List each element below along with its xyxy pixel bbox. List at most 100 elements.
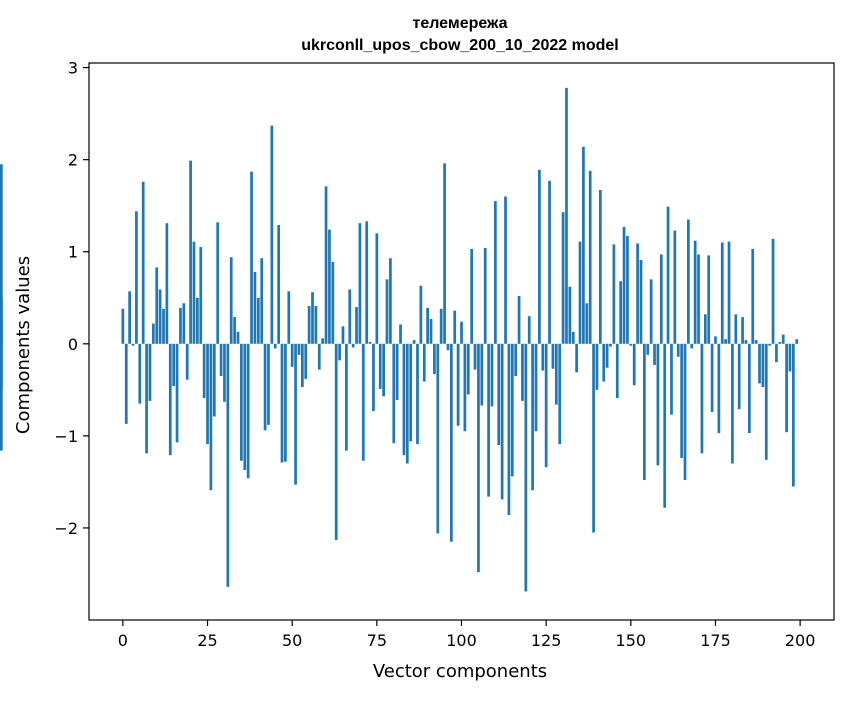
bar xyxy=(151,323,155,344)
bar xyxy=(155,267,159,344)
bar xyxy=(341,326,345,344)
bar xyxy=(138,343,142,404)
bar xyxy=(412,340,416,344)
bar xyxy=(158,289,162,344)
bar xyxy=(294,343,297,485)
bar xyxy=(165,223,169,344)
bar xyxy=(687,219,690,344)
bar xyxy=(497,343,501,446)
bar xyxy=(626,236,629,344)
bar xyxy=(521,343,524,401)
bar xyxy=(680,343,683,458)
bar xyxy=(372,343,375,412)
bar xyxy=(0,343,3,451)
bar xyxy=(0,164,3,344)
bar xyxy=(240,343,243,461)
bar xyxy=(260,258,264,344)
bar xyxy=(558,343,562,445)
bar xyxy=(365,221,369,344)
bar xyxy=(399,324,402,344)
bar xyxy=(673,230,677,344)
bar xyxy=(311,292,314,344)
bar xyxy=(358,223,362,344)
y-tick-label: −2 xyxy=(54,519,78,538)
bar xyxy=(226,343,230,587)
bar xyxy=(666,206,670,344)
bar xyxy=(714,336,717,344)
bar xyxy=(267,343,270,425)
bar xyxy=(494,201,497,344)
bar xyxy=(439,308,443,344)
bar xyxy=(609,343,612,347)
bar xyxy=(595,343,599,390)
bar xyxy=(314,306,318,344)
bar xyxy=(229,257,233,344)
bar xyxy=(463,343,467,432)
bar xyxy=(670,343,673,415)
bar xyxy=(788,343,792,372)
bar xyxy=(656,343,660,466)
bar xyxy=(534,343,538,432)
bar xyxy=(124,343,128,424)
bar xyxy=(277,225,280,344)
bar xyxy=(375,233,379,344)
bar xyxy=(348,289,352,344)
bar xyxy=(768,343,772,346)
bar xyxy=(185,343,189,380)
y-tick-label: 3 xyxy=(68,59,78,78)
bar xyxy=(646,343,650,355)
bar xyxy=(246,343,250,479)
bar xyxy=(510,343,514,477)
bar xyxy=(355,306,358,344)
bar xyxy=(781,334,785,344)
bar xyxy=(389,258,392,344)
bar xyxy=(615,343,619,399)
bar xyxy=(135,211,138,344)
bar xyxy=(202,343,206,399)
bar xyxy=(209,343,213,491)
bar xyxy=(588,170,592,344)
bar xyxy=(145,343,148,454)
bar xyxy=(395,343,399,400)
bar xyxy=(571,331,575,344)
bar xyxy=(538,169,541,344)
y-tick-label: 1 xyxy=(68,243,78,262)
bar xyxy=(568,286,572,344)
bar xyxy=(747,343,751,434)
bar xyxy=(141,181,145,344)
bar xyxy=(317,343,321,370)
bar xyxy=(663,343,667,508)
x-tick-label: 125 xyxy=(531,631,562,650)
bar xyxy=(649,279,653,344)
bar xyxy=(751,248,755,344)
bar xyxy=(775,343,778,363)
bar xyxy=(598,190,602,344)
bar xyxy=(470,248,474,344)
bar xyxy=(697,254,700,344)
bar xyxy=(754,340,758,344)
x-tick-label: 200 xyxy=(785,631,816,650)
bar xyxy=(703,314,707,344)
bar xyxy=(168,343,172,456)
x-tick-label: 25 xyxy=(197,631,217,650)
bar xyxy=(233,317,236,344)
bar xyxy=(436,343,440,534)
bar xyxy=(128,291,131,344)
bar xyxy=(236,331,240,344)
bar xyxy=(473,343,477,370)
bar xyxy=(622,226,626,344)
bar xyxy=(676,343,680,357)
bar xyxy=(602,343,606,382)
bar xyxy=(250,171,253,344)
bar xyxy=(653,343,656,365)
bar xyxy=(524,343,528,592)
bar xyxy=(382,343,385,397)
bar xyxy=(368,341,372,344)
plot-frame xyxy=(88,62,835,621)
bar xyxy=(744,340,748,344)
bar xyxy=(605,343,609,368)
bar xyxy=(551,343,555,369)
bar xyxy=(531,343,534,491)
bar xyxy=(578,241,582,344)
bar xyxy=(592,343,595,533)
